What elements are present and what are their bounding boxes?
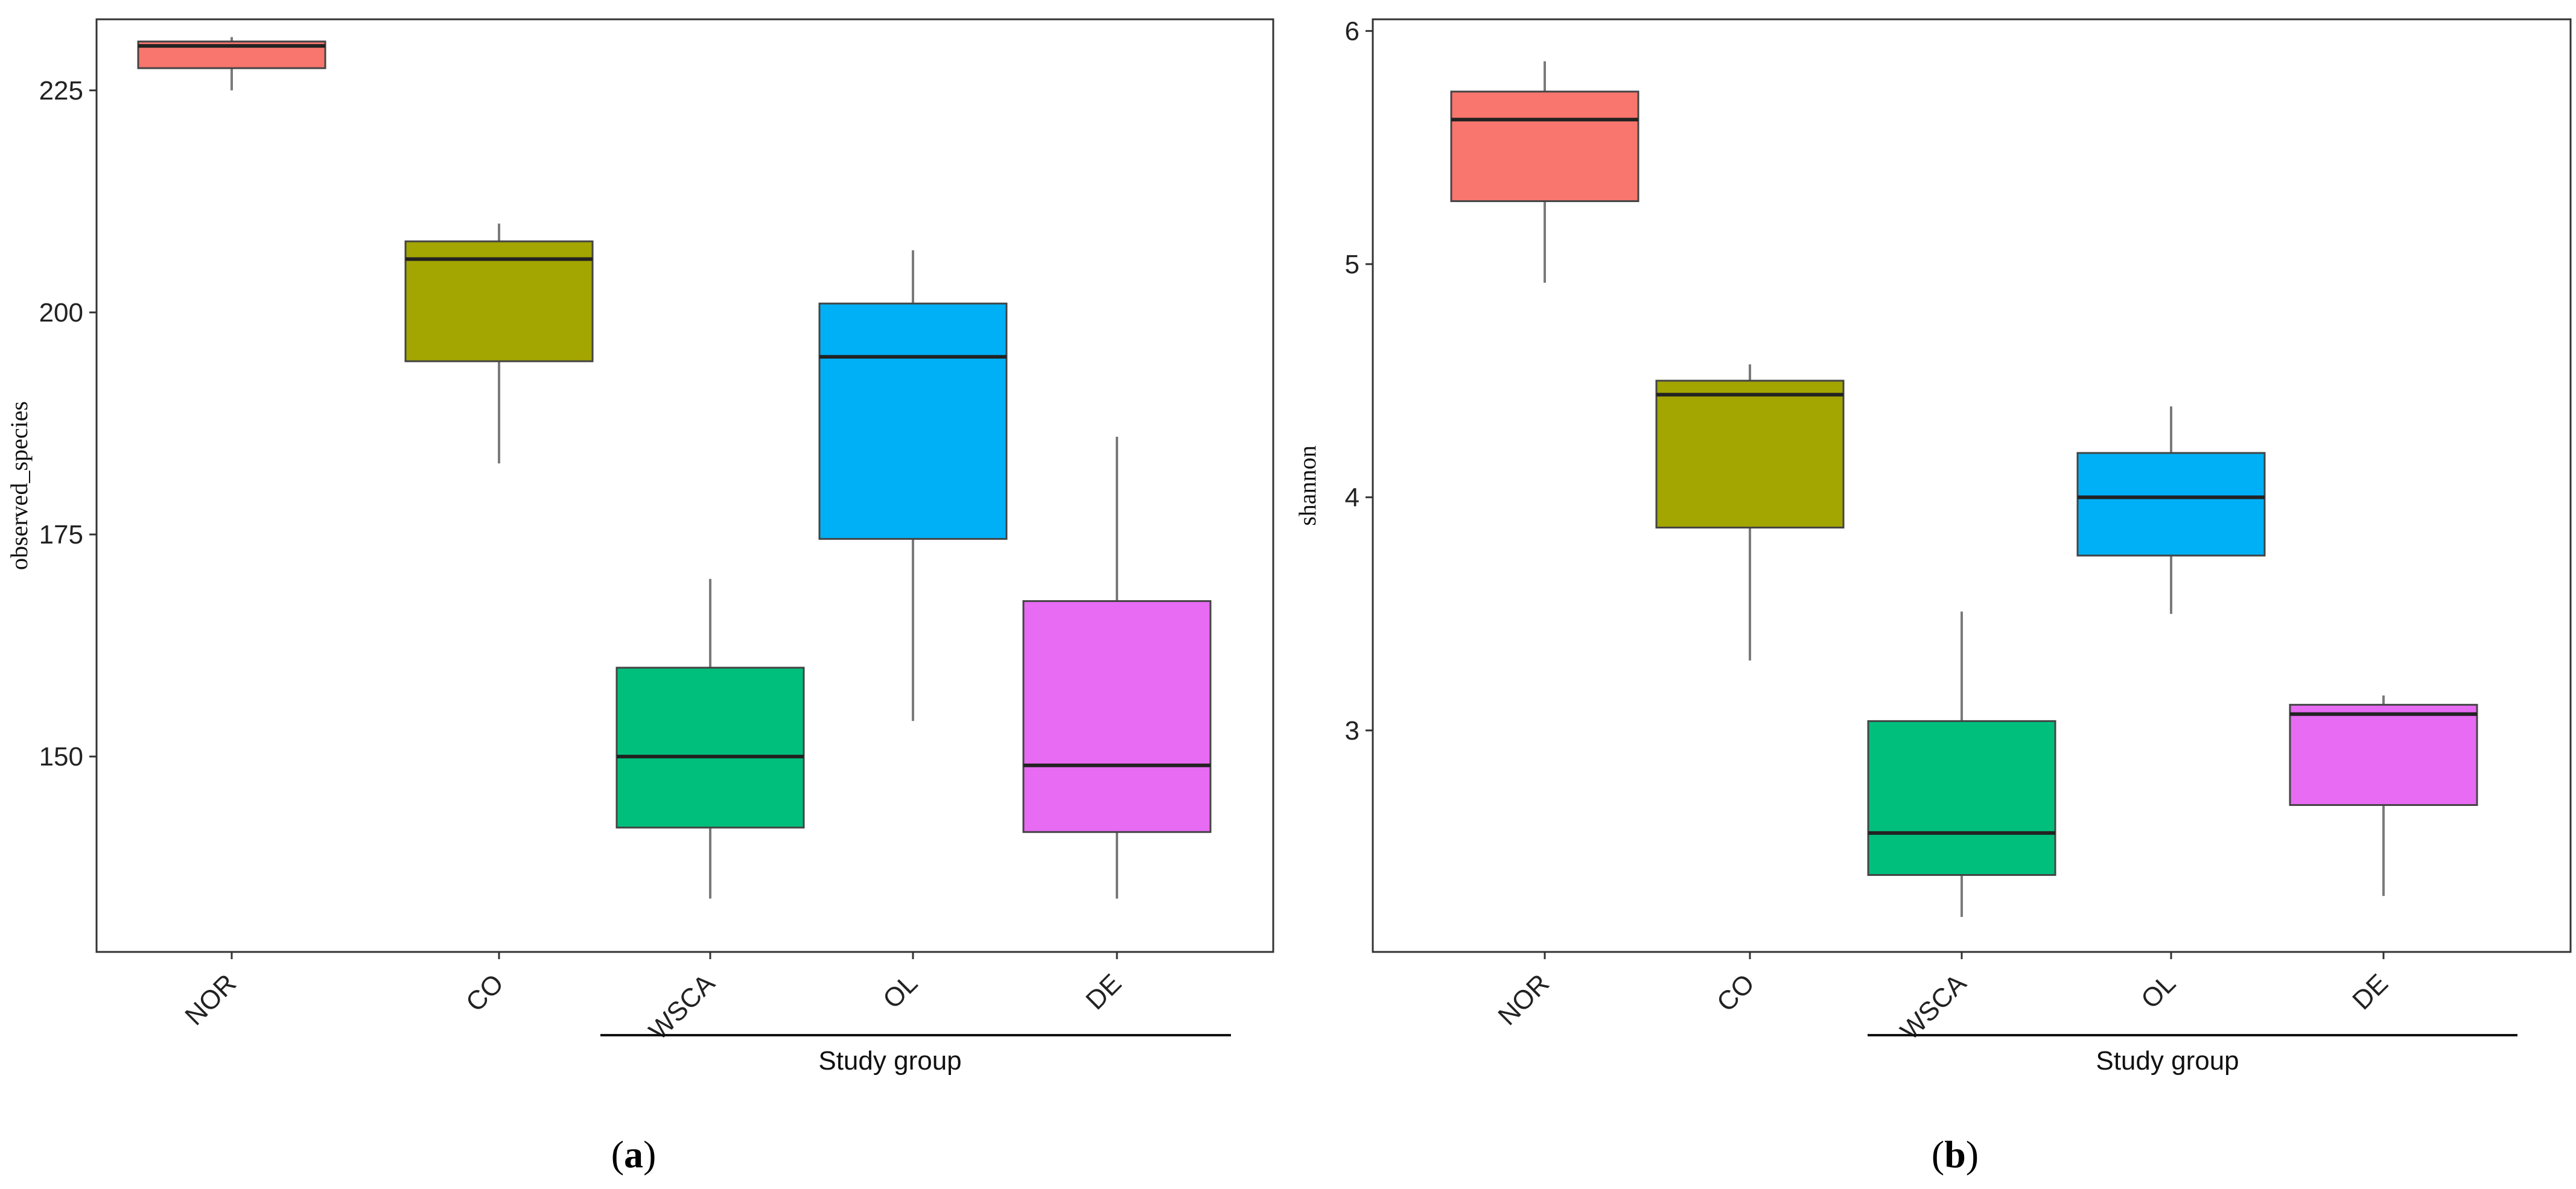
box-nor xyxy=(137,37,326,90)
x-tick-label: OL xyxy=(2136,968,2181,1014)
y-axis-label: observed_species xyxy=(5,401,33,570)
box-co xyxy=(1655,364,1845,661)
y-tick-label: 5 xyxy=(1345,250,1360,279)
box-nor xyxy=(1450,61,1639,283)
y-tick-label: 4 xyxy=(1345,483,1360,512)
box-ol xyxy=(2076,406,2266,614)
box-body xyxy=(615,667,805,829)
box-body xyxy=(818,302,1008,540)
x-tick-label: NOR xyxy=(1492,968,1555,1031)
x-tick-label: CO xyxy=(460,968,509,1017)
box-body xyxy=(404,240,594,363)
box-body xyxy=(2076,452,2266,557)
box-body xyxy=(1450,90,1639,202)
box-wsca xyxy=(615,579,805,899)
x-tick-label: OL xyxy=(877,968,923,1014)
x-tick-label: DE xyxy=(1080,968,1127,1015)
box-body xyxy=(1867,720,2056,876)
box-body xyxy=(2289,703,2478,807)
panel-label: (a) xyxy=(611,1133,657,1176)
box-de xyxy=(1022,437,1212,899)
box-ol xyxy=(818,250,1008,721)
box-body xyxy=(1655,379,1845,529)
y-tick-label: 6 xyxy=(1345,16,1360,46)
box-wsca xyxy=(1867,611,2056,918)
group-label: Study group xyxy=(2096,1046,2239,1076)
x-tick-label: DE xyxy=(2347,968,2394,1015)
group-label: Study group xyxy=(818,1046,961,1076)
y-tick-label: 200 xyxy=(39,298,83,328)
x-tick-label: NOR xyxy=(179,968,242,1031)
panel-label: (b) xyxy=(1932,1133,1979,1176)
y-tick-label: 150 xyxy=(39,742,83,772)
box-de xyxy=(2289,695,2478,896)
x-tick-label: CO xyxy=(1711,968,1760,1017)
box-co xyxy=(404,223,594,464)
y-axis-label: shannon xyxy=(1294,445,1321,525)
box-body xyxy=(1022,600,1212,833)
y-tick-label: 175 xyxy=(39,520,83,550)
y-tick-label: 225 xyxy=(39,76,83,106)
y-tick-label: 3 xyxy=(1345,716,1360,746)
